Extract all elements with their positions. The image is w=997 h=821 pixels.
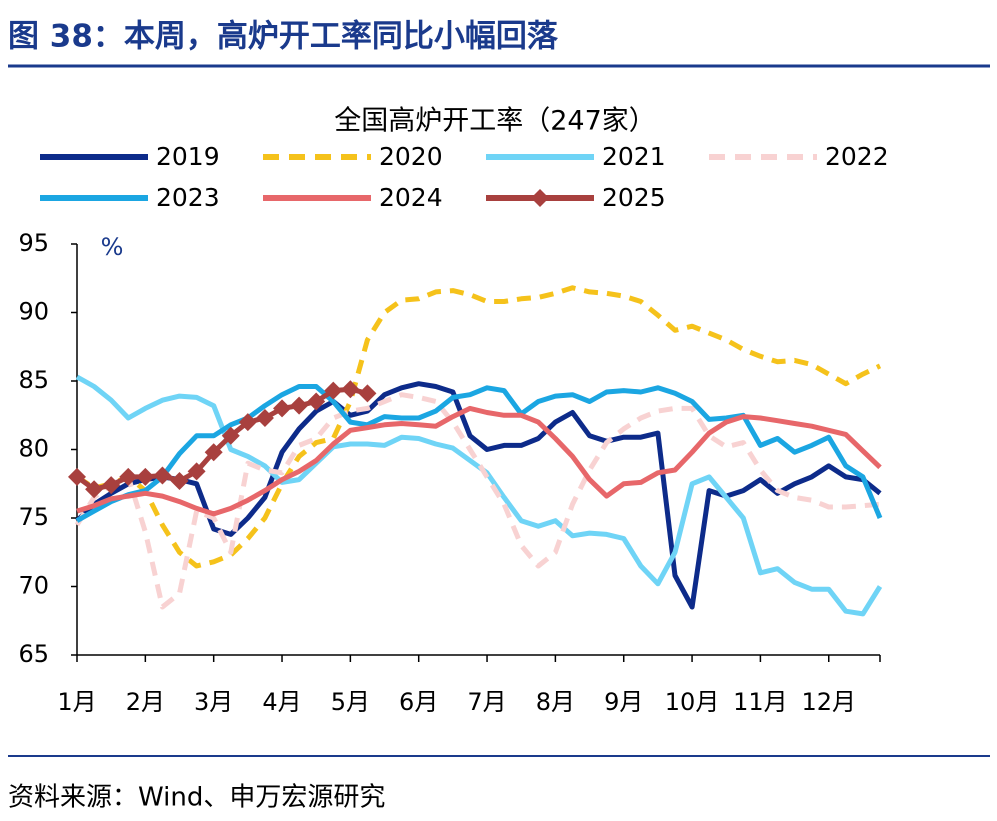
point-marker [204, 443, 223, 462]
point-marker [221, 426, 240, 445]
x-tick-label: 6月 [399, 688, 438, 716]
point-marker [153, 466, 172, 485]
source: 资料来源：Wind、申万宏源研究 [8, 783, 385, 813]
point-marker [170, 472, 189, 491]
point-marker [102, 476, 121, 495]
y-tick-label: 95 [18, 229, 49, 257]
legend-label: 2021 [602, 142, 666, 171]
point-marker [68, 467, 86, 486]
y-tick-label: 75 [18, 503, 49, 531]
series-line [75, 285, 882, 569]
y-tick-label: 85 [18, 366, 49, 394]
point-marker [290, 396, 309, 415]
point-marker [307, 392, 326, 411]
point-marker [238, 413, 257, 432]
y-tick-label: 65 [18, 640, 49, 668]
series-line [75, 381, 882, 610]
x-tick-label: 8月 [536, 688, 575, 716]
point-marker [324, 381, 343, 400]
legend-marker [531, 189, 549, 207]
x-tick-label: 9月 [604, 688, 643, 716]
legend-label: 2023 [156, 183, 220, 212]
chart-title: 全国高炉开工率（247家） [334, 106, 656, 137]
series-line [75, 384, 883, 523]
figure-title: 图 38：本周，高炉开工率同比小幅回落 [8, 19, 559, 55]
y-tick-label: 70 [18, 572, 49, 600]
point-marker [85, 480, 104, 499]
x-tick-label: 4月 [262, 688, 301, 716]
x-tick-label: 5月 [331, 688, 370, 716]
point-marker [273, 399, 292, 418]
legend-label: 2019 [156, 142, 220, 171]
legend-label: 2024 [379, 183, 443, 212]
y-unit: % [101, 233, 124, 261]
series-line [74, 392, 881, 610]
x-tick-label: 11月 [733, 688, 788, 716]
point-marker [255, 408, 274, 427]
legend-label: 2022 [825, 142, 889, 171]
x-tick-label: 7月 [467, 688, 506, 716]
point-marker [358, 384, 377, 403]
x-tick-label: 3月 [194, 688, 233, 716]
point-marker [119, 467, 138, 486]
y-tick-label: 80 [18, 435, 49, 463]
x-tick-label: 2月 [126, 688, 165, 716]
x-tick-label: 1月 [57, 688, 96, 716]
series-line [76, 405, 882, 517]
x-tick-label: 10月 [665, 688, 720, 716]
legend-label: 2025 [602, 183, 666, 212]
point-marker [187, 462, 206, 481]
y-tick-label: 90 [18, 298, 49, 326]
x-tick-label: 12月 [801, 688, 856, 716]
point-marker [341, 380, 360, 399]
point-marker [136, 467, 155, 486]
legend-label: 2020 [379, 142, 443, 171]
